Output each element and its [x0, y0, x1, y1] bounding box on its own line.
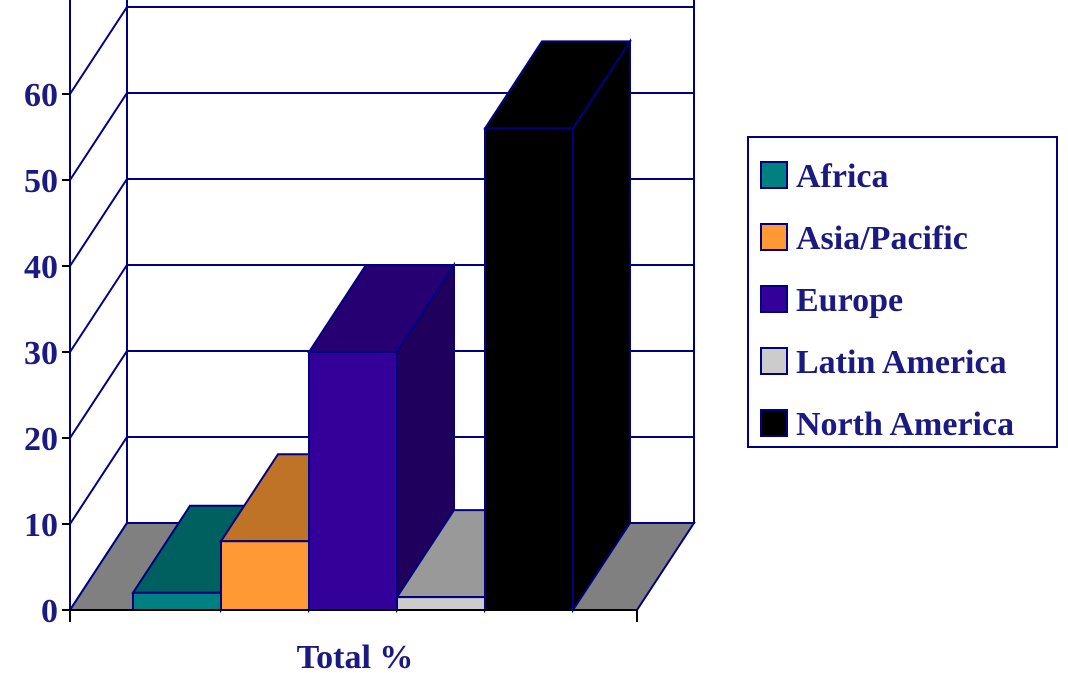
bar-front — [132, 591, 222, 611]
y-tick-label: 40 — [24, 249, 58, 286]
bar-front — [308, 351, 398, 611]
y-tick-label: 50 — [24, 163, 58, 200]
x-axis-label: Total % — [297, 639, 414, 673]
side-wall — [69, 0, 128, 614]
legend-label: Asia/Pacific — [796, 220, 968, 257]
legend-swatch — [760, 285, 788, 313]
chart-legend: Africa Asia/Pacific Europe Latin America Nor… — [747, 136, 1058, 448]
legend-label: North America — [796, 406, 1014, 443]
chart-axes: 0 10 20 30 40 50 60 — [24, 77, 638, 630]
y-tick-label: 30 — [24, 335, 58, 372]
y-tick-label: 10 — [24, 507, 58, 544]
legend-swatch — [760, 161, 788, 189]
bar-europe — [307, 261, 456, 614]
y-tick-label: 20 — [24, 421, 58, 458]
bar-front — [220, 540, 310, 612]
y-tick-label: 60 — [24, 77, 58, 114]
legend-label: Latin America — [796, 344, 1007, 381]
gridline — [69, 6, 694, 95]
bar-front — [396, 596, 486, 611]
bar-side — [572, 38, 631, 614]
gridline — [69, 92, 694, 181]
legend-label: Africa — [796, 158, 889, 195]
legend-label: Europe — [796, 282, 903, 319]
legend-box — [747, 136, 1058, 448]
legend-swatch — [760, 223, 788, 251]
legend-swatch — [760, 347, 788, 375]
bar-north-america — [483, 38, 632, 614]
legend-swatch — [760, 409, 788, 437]
bar-front — [484, 127, 574, 611]
y-tick-label: 0 — [41, 593, 58, 630]
